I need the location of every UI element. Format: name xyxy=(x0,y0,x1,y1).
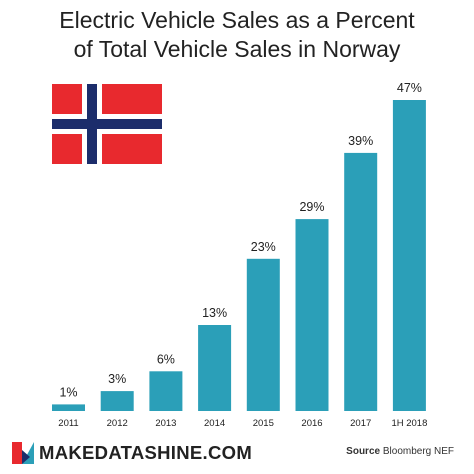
data-label: 3% xyxy=(108,372,126,386)
makedatashine-logo-icon xyxy=(12,442,34,464)
data-label: 13% xyxy=(202,306,227,320)
x-tick-label: 1H 2018 xyxy=(391,418,427,429)
bar-2011 xyxy=(52,404,85,411)
x-tick-label: 2017 xyxy=(350,418,371,429)
data-label: 47% xyxy=(397,81,422,95)
x-tick-label: 2016 xyxy=(301,418,322,429)
brand-name: MAKEDATASHINE.COM xyxy=(39,442,253,463)
x-tick-label: 2014 xyxy=(204,418,225,429)
x-tick-label: 2011 xyxy=(58,418,78,429)
brand-logo: MAKEDATASHINE.COM xyxy=(12,440,252,466)
x-tick-label: 2012 xyxy=(107,418,128,429)
bar-1h-2018 xyxy=(392,100,426,411)
x-tick-label: 2013 xyxy=(155,418,176,429)
source-value: Bloomberg NEF xyxy=(382,446,454,457)
data-label: 6% xyxy=(157,352,175,366)
x-tick-label: 2015 xyxy=(253,418,274,429)
norway-flag-icon xyxy=(52,84,162,164)
data-label: 39% xyxy=(348,134,373,148)
data-label: 23% xyxy=(251,240,276,254)
data-label: 29% xyxy=(299,200,324,214)
chart-title-line1: Electric Vehicle Sales as a Percent xyxy=(59,7,415,33)
bar-2012 xyxy=(100,391,134,411)
bar-2016 xyxy=(295,219,329,411)
data-label: 1% xyxy=(59,385,77,399)
source-note: Source Bloomberg NEF xyxy=(346,446,454,457)
chart-title-line2: of Total Vehicle Sales in Norway xyxy=(73,36,401,62)
bar-2015 xyxy=(246,258,280,411)
bar-2017 xyxy=(344,152,378,411)
bar-2014 xyxy=(198,325,232,411)
source-label: Source xyxy=(346,446,381,457)
bar-2013 xyxy=(149,371,183,411)
chart-title: Electric Vehicle Sales as a Percent of T… xyxy=(0,6,474,64)
